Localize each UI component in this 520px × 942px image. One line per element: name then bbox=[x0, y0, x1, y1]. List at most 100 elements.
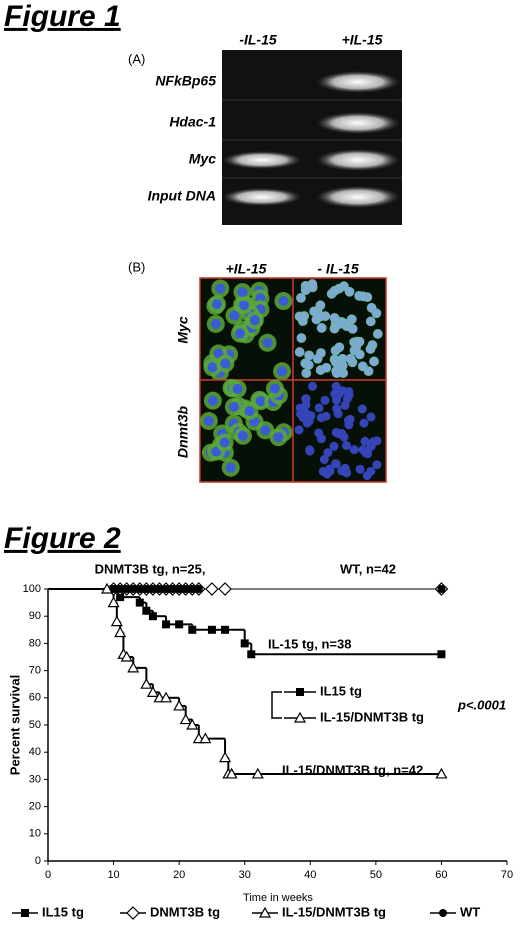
nucleus bbox=[337, 466, 347, 476]
nucleus bbox=[352, 336, 362, 347]
nucleus bbox=[357, 361, 368, 372]
marker bbox=[126, 906, 140, 920]
marker bbox=[207, 625, 216, 634]
nucleus bbox=[331, 459, 341, 469]
nucleus bbox=[301, 394, 311, 404]
y-tick-label: 80 bbox=[29, 637, 41, 649]
nucleus bbox=[372, 329, 383, 339]
nucleus bbox=[312, 353, 323, 364]
marker bbox=[293, 711, 307, 723]
marker bbox=[181, 585, 190, 593]
nucleus bbox=[232, 383, 243, 394]
marker bbox=[148, 585, 157, 593]
figure-title: Figure 2 bbox=[4, 522, 121, 555]
legend-label: DNMT3B tg bbox=[150, 904, 220, 919]
nucleus bbox=[309, 306, 319, 317]
nucleus bbox=[294, 347, 305, 357]
nucleus bbox=[303, 360, 314, 370]
nucleus bbox=[299, 404, 309, 414]
nucleus bbox=[255, 396, 266, 407]
marker bbox=[120, 650, 133, 662]
marker bbox=[110, 615, 123, 627]
nucleus bbox=[300, 285, 311, 296]
marker bbox=[127, 661, 140, 673]
nucleus bbox=[203, 416, 214, 427]
nucleus bbox=[345, 353, 356, 364]
nucleus bbox=[369, 356, 379, 367]
annotation: p<.0001 bbox=[457, 697, 506, 712]
nucleus bbox=[302, 418, 312, 428]
nucleus bbox=[260, 425, 271, 436]
nucleus bbox=[320, 395, 330, 405]
y-axis-label: Percent survival bbox=[7, 675, 22, 775]
nucleus bbox=[334, 342, 345, 353]
legend-label: IL15 tg bbox=[42, 904, 84, 919]
nucleus bbox=[262, 337, 273, 348]
marker bbox=[175, 620, 184, 629]
marker bbox=[100, 582, 114, 594]
column-label: -IL-15 bbox=[239, 32, 277, 48]
nucleus bbox=[358, 291, 368, 302]
legend-label: WT bbox=[460, 904, 480, 919]
nucleus bbox=[365, 316, 376, 327]
y-tick-label: 90 bbox=[29, 610, 41, 622]
nucleus bbox=[347, 323, 358, 334]
annotation: IL-15 tg, n=38 bbox=[268, 636, 351, 651]
nucleus bbox=[360, 436, 370, 446]
legend-label: IL-15/DNMT3B tg bbox=[282, 904, 386, 919]
nucleus bbox=[210, 318, 221, 329]
y-tick-label: 50 bbox=[29, 719, 41, 731]
annotation: IL-15/DNMT3B tg, n=42 bbox=[282, 762, 423, 777]
x-axis-label: Time in weeks bbox=[243, 892, 313, 904]
nucleus bbox=[355, 464, 365, 474]
nucleus bbox=[372, 436, 382, 446]
marker bbox=[199, 732, 212, 744]
nucleus bbox=[239, 300, 250, 311]
y-tick-label: 60 bbox=[29, 692, 41, 704]
marker bbox=[435, 767, 448, 779]
legend-label: IL-15/DNMT3B tg bbox=[320, 709, 424, 724]
nucleus bbox=[331, 368, 342, 379]
x-tick-label: 10 bbox=[107, 869, 119, 881]
annotation: DNMT3B tg, n=25, bbox=[95, 561, 206, 576]
nucleus bbox=[296, 293, 306, 303]
nucleus bbox=[296, 333, 307, 343]
y-tick-label: 40 bbox=[29, 746, 41, 758]
nucleus bbox=[342, 440, 352, 450]
x-tick-label: 70 bbox=[501, 869, 513, 881]
nucleus bbox=[220, 358, 231, 369]
marker bbox=[194, 585, 203, 593]
marker bbox=[155, 585, 164, 593]
row-label: Input DNA bbox=[148, 188, 216, 204]
x-tick-label: 20 bbox=[173, 869, 185, 881]
marker bbox=[116, 593, 125, 602]
marker bbox=[129, 585, 138, 593]
marker bbox=[142, 585, 151, 593]
nucleus bbox=[244, 406, 255, 417]
x-tick-label: 30 bbox=[239, 869, 251, 881]
marker bbox=[162, 620, 171, 629]
nucleus bbox=[269, 383, 280, 394]
gel-band bbox=[316, 71, 400, 93]
nucleus bbox=[219, 437, 230, 448]
figure-title: Figure 1 bbox=[4, 0, 121, 33]
marker bbox=[205, 582, 219, 596]
marker bbox=[218, 582, 232, 596]
y-tick-label: 20 bbox=[29, 801, 41, 813]
nucleus bbox=[359, 418, 369, 428]
nucleus bbox=[228, 401, 239, 412]
row-label: NFkBp65 bbox=[155, 73, 216, 89]
gel-band bbox=[316, 186, 400, 208]
marker bbox=[168, 585, 177, 593]
row-label: Dnmt3b bbox=[175, 406, 191, 459]
nucleus bbox=[365, 344, 376, 354]
nucleus bbox=[362, 471, 372, 481]
marker bbox=[247, 650, 256, 659]
x-tick-label: 40 bbox=[304, 869, 316, 881]
nucleus bbox=[321, 411, 331, 421]
y-tick-label: 70 bbox=[29, 665, 41, 677]
nucleus bbox=[354, 349, 365, 360]
x-tick-label: 60 bbox=[435, 869, 447, 881]
row-label: Hdac-1 bbox=[169, 114, 216, 130]
